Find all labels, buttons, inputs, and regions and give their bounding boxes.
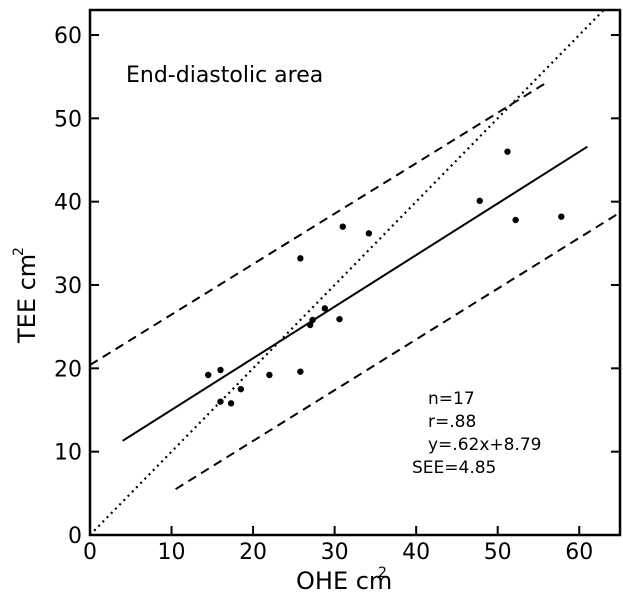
data-point [297, 255, 304, 262]
y-axis-unit-superscript: 2 [11, 247, 27, 256]
identity-line [89, 9, 605, 536]
x-tick-label: 30 [321, 540, 349, 565]
annotation-equation: y=.62x+8.79 [428, 435, 542, 455]
x-tick-label: 10 [158, 540, 186, 565]
data-point [476, 197, 483, 205]
y-tick-label: 10 [54, 441, 82, 466]
data-point [558, 213, 565, 220]
x-tick-label: 20 [239, 540, 267, 565]
x-tick-label: 60 [565, 540, 593, 565]
data-point [504, 148, 511, 155]
data-point [321, 305, 329, 312]
plot-marks [89, 9, 621, 536]
x-axis-label: OHE cm [296, 567, 392, 595]
data-point [306, 321, 314, 329]
y-tick-label: 0 [68, 524, 82, 549]
data-point [217, 366, 224, 374]
plot-frame [88, 8, 622, 537]
data-point [339, 223, 346, 230]
x-tick-label: 40 [402, 540, 430, 565]
y-axis-title: TEE cm 2 [11, 247, 41, 344]
lower-bound-line [175, 211, 621, 491]
data-point [237, 385, 245, 393]
x-axis-title: OHE cm 2 [296, 565, 392, 595]
y-tick-label: 20 [54, 357, 82, 382]
y-tick-label: 60 [54, 24, 82, 49]
y-tick-label: 50 [54, 107, 82, 132]
x-axis-unit-superscript: 2 [378, 565, 387, 581]
data-point [266, 371, 273, 379]
x-tick-label: 50 [484, 540, 512, 565]
x-tick-label: 0 [83, 540, 97, 565]
stats-annotations: n=17 r=.88 y=.62x+8.79 SEE=4.85 [412, 389, 542, 478]
annotation-n: n=17 [428, 389, 475, 409]
data-point [227, 400, 235, 407]
annotation-see: SEE=4.85 [412, 458, 496, 478]
data-point [297, 368, 304, 375]
data-point [217, 398, 224, 405]
data-point [365, 230, 373, 237]
data-point [309, 316, 316, 324]
data-point [205, 371, 212, 379]
data-point [512, 216, 519, 224]
y-tick-label: 30 [54, 274, 82, 299]
chart-title: End-diastolic area [126, 63, 323, 88]
regression-line [122, 145, 588, 442]
y-tick-label: 40 [54, 191, 82, 216]
annotation-r: r=.88 [428, 412, 476, 432]
upper-bound-line [89, 81, 548, 366]
axes: 0 10 20 30 40 50 60 0 10 20 30 40 50 60 [54, 24, 620, 565]
y-axis-label: TEE cm [13, 254, 41, 344]
data-point [336, 315, 343, 323]
